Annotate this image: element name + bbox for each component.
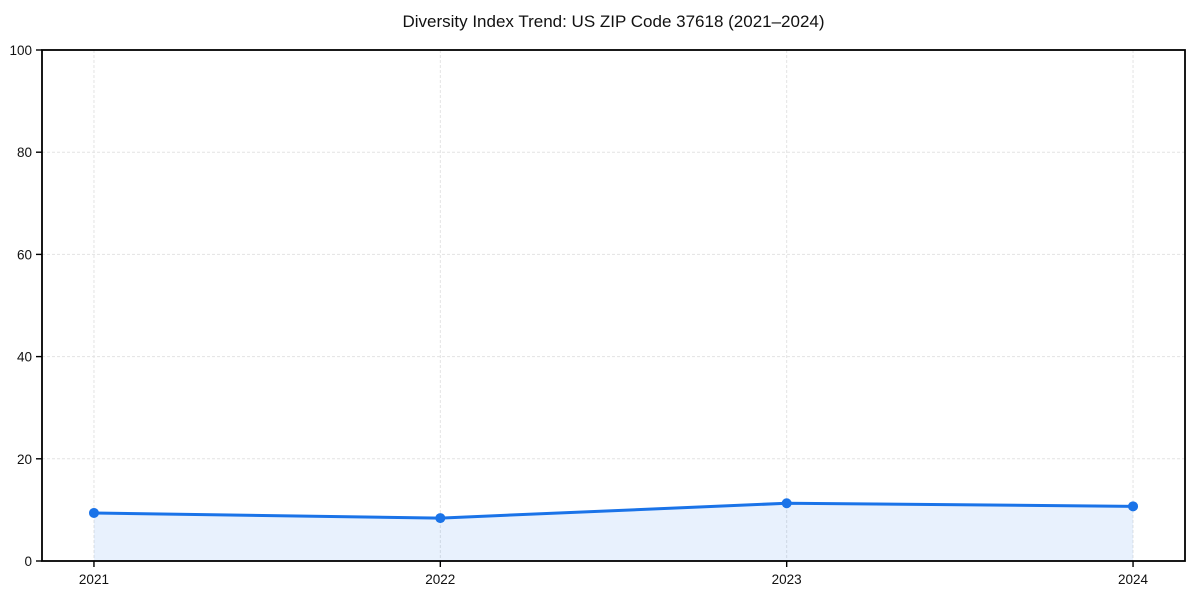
data-point-marker [781, 498, 792, 509]
plot-border [41, 49, 1186, 562]
y-tick-label: 100 [9, 43, 32, 58]
trend-line [92, 501, 1135, 520]
y-tick-label: 80 [17, 145, 32, 160]
y-tick-label: 0 [24, 554, 32, 569]
x-tick-label: 2022 [425, 572, 455, 587]
y-tick-label: 60 [17, 247, 32, 262]
data-point-marker [435, 513, 446, 524]
x-tick-label: 2021 [79, 572, 109, 587]
data-point-marker [1128, 501, 1139, 512]
x-tick-label: 2023 [772, 572, 802, 587]
y-tick-label: 20 [17, 452, 32, 467]
data-point-marker [88, 507, 99, 518]
y-tick-label: 40 [17, 350, 32, 365]
x-tick-label: 2024 [1118, 572, 1149, 587]
chart-title: Diversity Index Trend: US ZIP Code 37618… [402, 12, 825, 31]
